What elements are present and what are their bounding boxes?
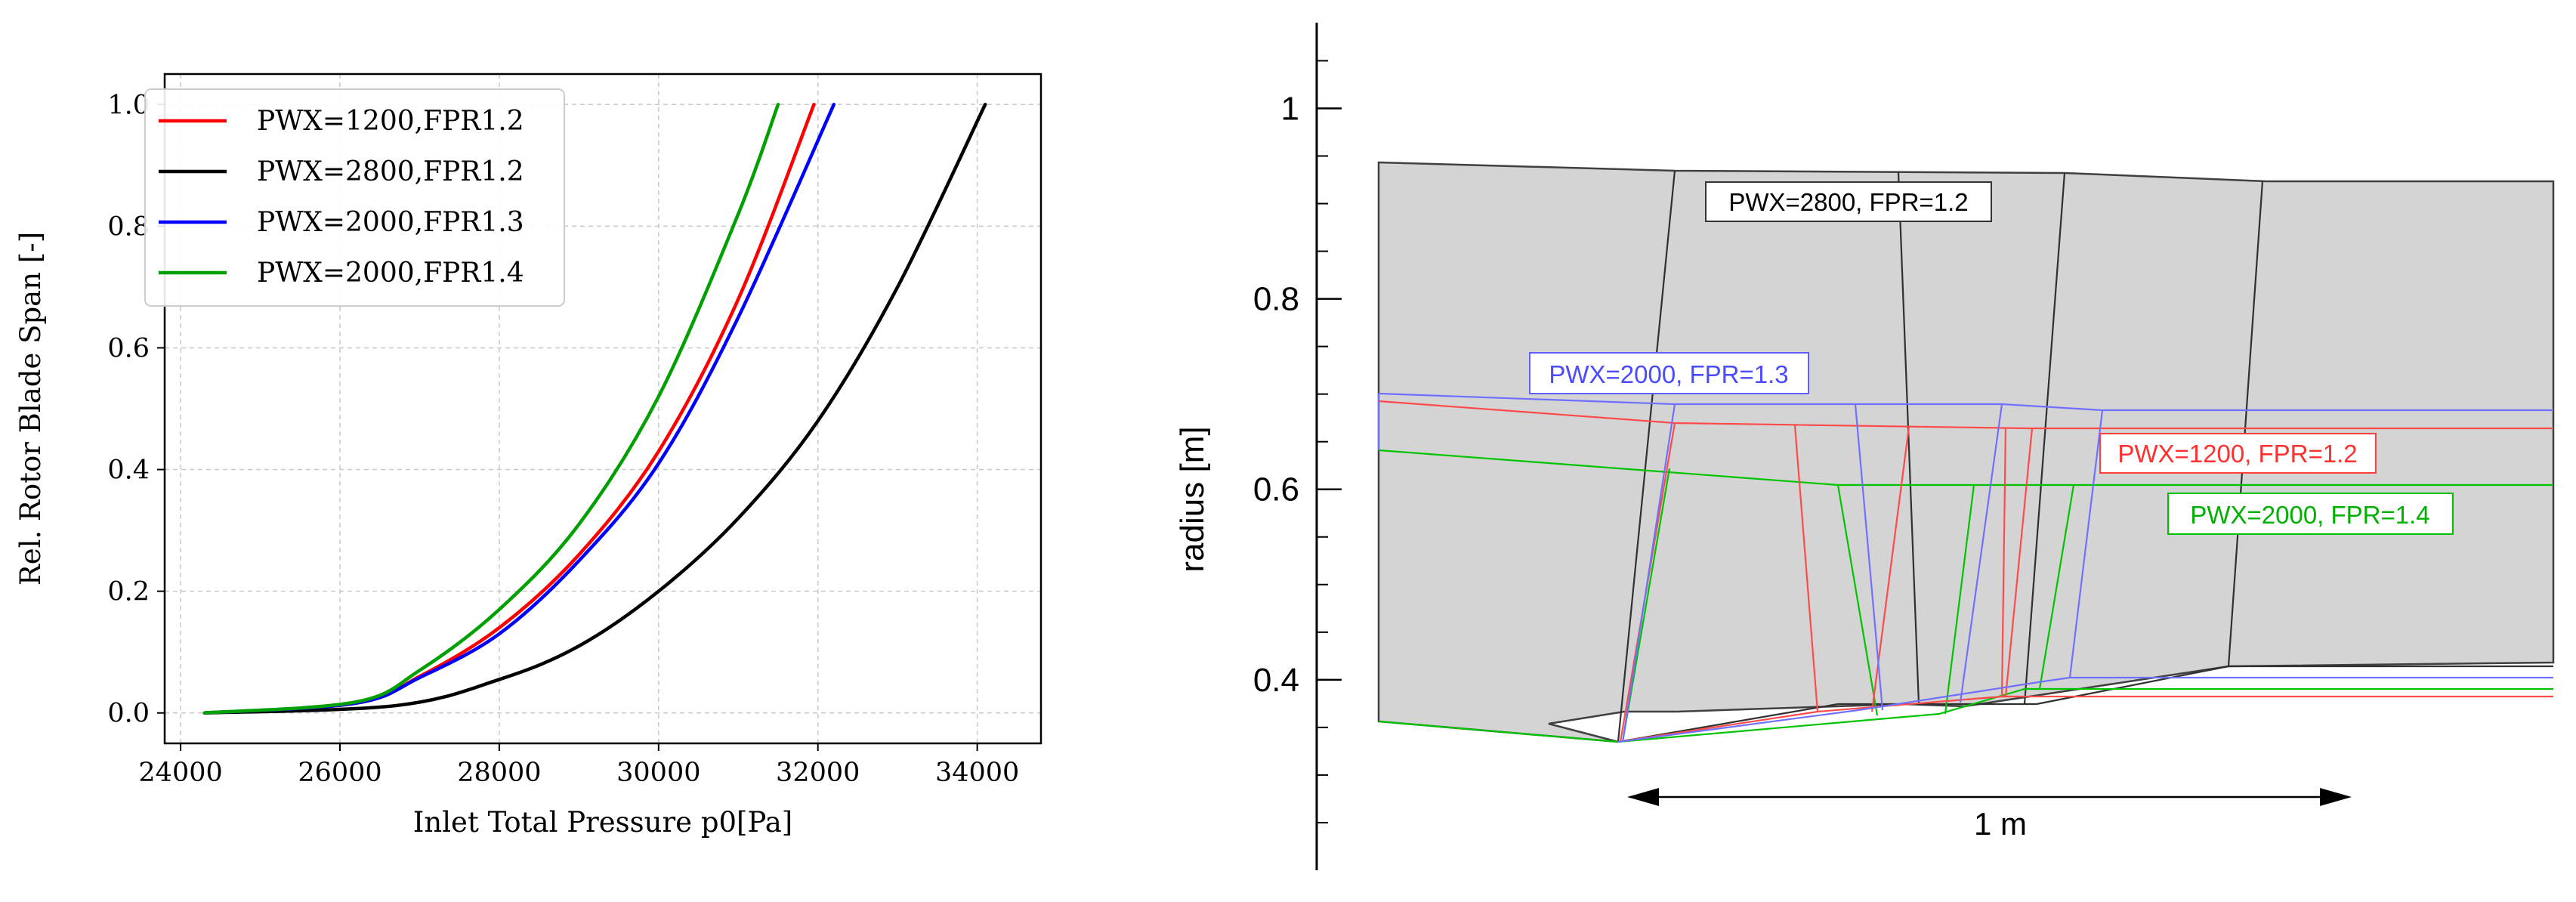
black-blade-lines [1617,170,2553,743]
x-tick-label: 26000 [298,758,381,788]
right-y-tick-label: 0.6 [1253,471,1299,508]
left-x-axis-label: Inlet Total Pressure p0[Pa] [413,806,792,839]
series-line [202,103,780,715]
x-tick-label: 28000 [457,758,541,788]
right-y-tick-label: 0.8 [1253,281,1299,318]
y-tick-label: 0.4 [107,456,150,486]
left-plot-frame [163,73,1042,745]
left-y-axis-label: Rel. Rotor Blade Span [-] [14,232,47,585]
right-ticks: 0.4 0.6 0.8 1 [1253,60,1342,823]
series-line [202,103,987,715]
x-tick-label: 30000 [616,758,700,788]
left-chart: 24000 26000 28000 30000 32000 34000 0.0 0.2 0.4 0… [14,73,1042,839]
scale-arrow-right-icon [2320,788,2352,806]
svg-text:PWX=2000, FPR=1.4: PWX=2000, FPR=1.4 [2190,501,2429,529]
blue-flowpath-pwx2000-fpr13 [1377,392,2553,743]
red-flowpath-pwx1200 [1378,400,2553,743]
left-ticks: 24000 26000 28000 30000 32000 34000 0.0 0.2 0.4 0… [107,90,1019,788]
label-pwx1200: PWX=1200, FPR=1.2 [2099,433,2377,474]
left-series-lines [202,103,987,715]
legend-box [144,88,565,307]
left-legend: PWX=1200,FPR1.2 PWX=2800,FPR1.2 PWX=2000,F… [144,88,565,307]
label-pwx2000-fpr14: PWX=2000, FPR=1.4 [2167,493,2454,535]
svg-text:PWX=1200, FPR=1.2: PWX=1200, FPR=1.2 [2117,440,2357,468]
gray-annulus-pwx2800 [1377,161,2555,743]
svg-text:PWX=2000, FPR=1.3: PWX=2000, FPR=1.3 [1549,360,1788,388]
x-tick-label: 24000 [138,758,222,788]
label-pwx2000-fpr13: PWX=2000, FPR=1.3 [1529,352,1809,394]
right-chart: 0.4 0.6 0.8 1 radius [m] [1174,23,2555,870]
y-tick-label: 0.6 [107,333,150,363]
flowpath-drawing [1377,161,2555,743]
scale-bar-label: 1 m [1974,806,2027,842]
legend-label: PWX=2000,FPR1.4 [257,258,524,289]
scale-arrow-left-icon [1627,788,1659,806]
right-y-axis-label: radius [m] [1174,426,1211,572]
scale-bar: 1 m [1627,788,2352,842]
svg-text:PWX=2800, FPR=1.2: PWX=2800, FPR=1.2 [1728,188,1968,216]
x-tick-label: 32000 [776,758,860,788]
x-tick-label: 34000 [935,758,1019,788]
y-tick-label: 0.2 [107,577,150,607]
legend-label: PWX=2800,FPR1.2 [257,156,524,187]
y-tick-label: 0.8 [107,212,150,242]
legend-label: PWX=2000,FPR1.3 [257,207,524,238]
label-pwx2800: PWX=2800, FPR=1.2 [1705,181,1992,222]
y-tick-label: 0.0 [107,699,150,729]
right-y-tick-label: 1 [1281,90,1299,127]
legend-label: PWX=1200,FPR1.2 [257,106,524,137]
right-y-tick-label: 0.4 [1253,662,1299,699]
y-tick-label: 1.0 [107,90,150,120]
